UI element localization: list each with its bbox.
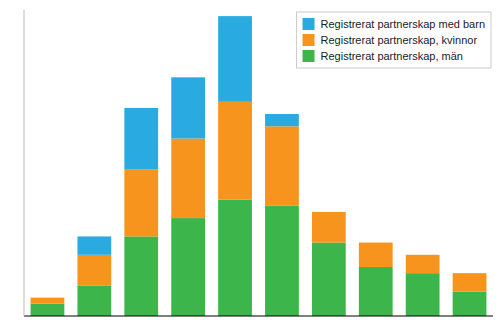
bar-segment [359, 267, 393, 316]
legend-box [297, 12, 491, 68]
bar-segment [171, 139, 205, 219]
bar-segment [406, 273, 440, 316]
bar-segment [265, 114, 299, 126]
bar-segment [124, 108, 158, 169]
bar-segment [31, 304, 65, 316]
bar-segment [171, 77, 205, 138]
bar-segment [171, 218, 205, 316]
bar-segment [31, 297, 65, 298]
bar-segment [359, 242, 393, 243]
legend-label: Registrerat partnerskap, män [321, 50, 463, 62]
bar-segment [265, 206, 299, 316]
x-axis-line [24, 316, 493, 317]
legend-label: Registrerat partnerskap, kvinnor [321, 34, 478, 46]
bars [31, 16, 487, 316]
bar-segment [218, 16, 252, 102]
chart-container: Registrerat partnerskap med barn Registre… [0, 0, 503, 330]
bar-segment [124, 169, 158, 236]
bar-segment [453, 292, 487, 316]
bar-segment [265, 126, 299, 206]
legend-swatch [303, 34, 315, 46]
bar-segment [453, 273, 487, 291]
bar-segment [312, 211, 346, 212]
bar-segment [406, 254, 440, 255]
bar-segment [77, 255, 111, 286]
bar-segment [218, 200, 252, 316]
bar-segment [312, 212, 346, 243]
bar-segment [453, 273, 487, 274]
chart-svg: Registrerat partnerskap med barn Registre… [0, 0, 503, 330]
bar-segment [312, 243, 346, 316]
y-axis-line [24, 10, 25, 316]
legend-swatch [303, 18, 315, 30]
bar-segment [124, 236, 158, 316]
bar-segment [77, 236, 111, 254]
bar-segment [218, 102, 252, 200]
bar-segment [31, 298, 65, 304]
legend-label: Registrerat partnerskap med barn [321, 18, 485, 30]
bar-segment [77, 285, 111, 316]
legend-swatch [303, 50, 315, 62]
bar-segment [359, 243, 393, 267]
legend: Registrerat partnerskap med barn Registre… [297, 12, 491, 68]
bar-segment [406, 255, 440, 273]
